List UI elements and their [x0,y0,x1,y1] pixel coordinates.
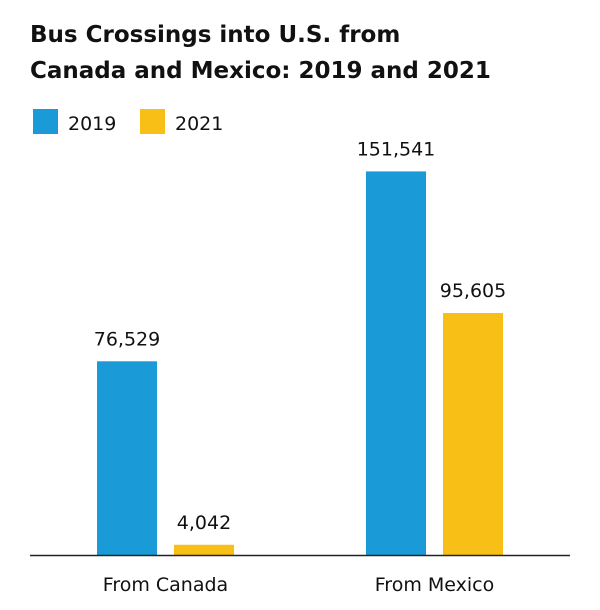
legend-label: 2019 [68,113,116,135]
legend-label: 2021 [175,113,223,135]
bar-2021-1 [443,312,503,555]
data-label: 4,042 [177,512,231,534]
x-tick-label: From Canada [103,574,228,596]
bars: 76,529 4,042 151,541 95,605 [94,138,506,555]
bar-2019-1 [366,171,426,555]
data-label: 76,529 [94,328,160,350]
legend-swatch-2019 [33,109,58,134]
chart-title-line-1: Bus Crossings into U.S. from [30,22,400,48]
legend-swatch-2021 [140,109,165,134]
x-axis-labels: From Canada From Mexico [103,574,494,596]
bar-2021-0 [174,544,234,555]
data-label: 151,541 [357,138,436,160]
data-label: 95,605 [440,280,506,302]
chart-title-line-2: Canada and Mexico: 2019 and 2021 [30,58,491,84]
x-tick-label: From Mexico [375,574,494,596]
bar-2019-0 [97,361,157,555]
legend: 2019 2021 [33,109,223,135]
